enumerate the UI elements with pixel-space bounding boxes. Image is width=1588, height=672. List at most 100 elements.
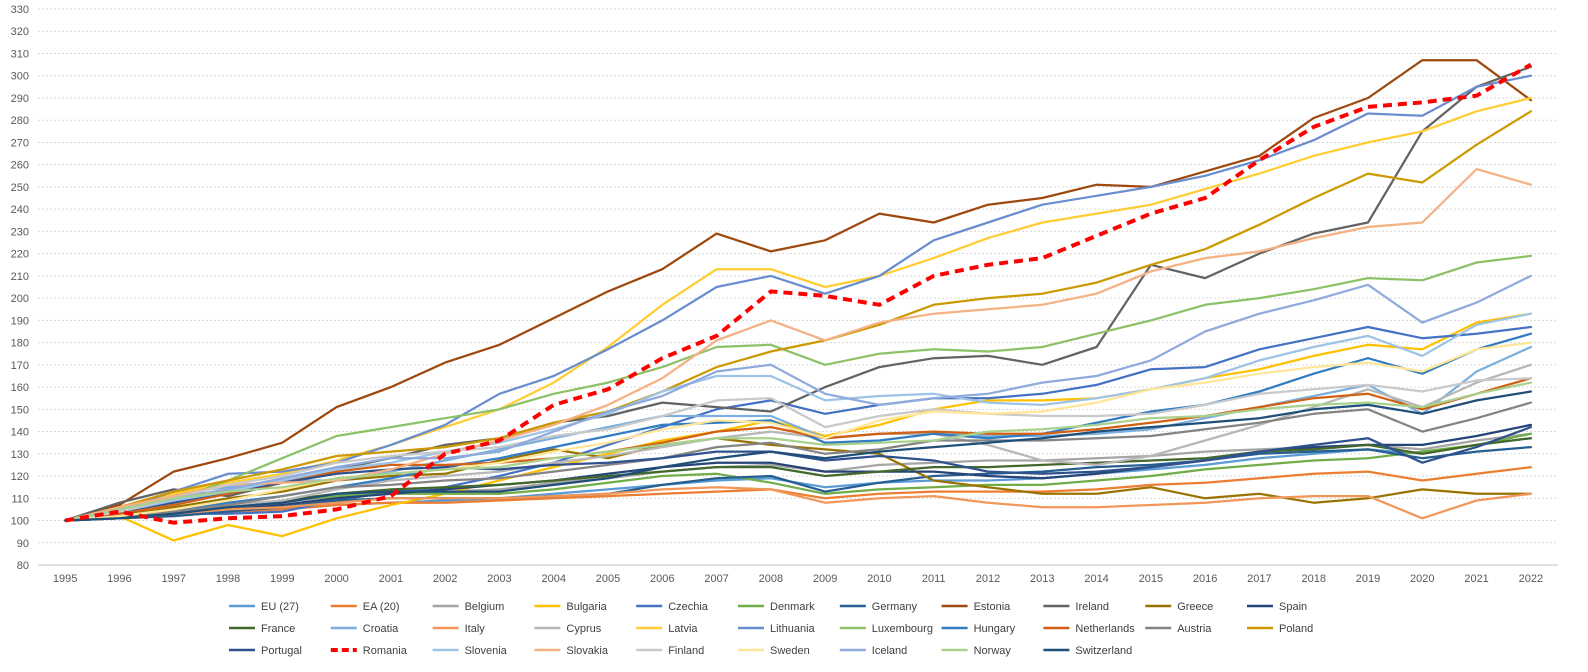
x-tick-label: 2020 <box>1410 573 1434 585</box>
legend-item-italy: Italy <box>432 623 486 635</box>
x-tick-label: 2004 <box>541 573 565 585</box>
x-tick-label: 2000 <box>324 573 348 585</box>
legend-item-ireland: Ireland <box>1043 601 1109 613</box>
x-tick-label: 2022 <box>1519 573 1543 585</box>
series-line-lithuania <box>63 74 1533 522</box>
legend-item-belgium: Belgium <box>432 601 505 613</box>
series-line-finland <box>63 377 1533 522</box>
legend-label: France <box>261 623 295 635</box>
legend-item-poland: Poland <box>1247 623 1313 635</box>
x-tick-label: 2012 <box>976 573 1000 585</box>
x-tick-label: 1999 <box>270 573 294 585</box>
x-tick-label: 2014 <box>1084 573 1108 585</box>
legend-label: EU (27) <box>261 601 299 613</box>
legend-label: Finland <box>668 645 704 657</box>
legend-item-ea-20: EA (20) <box>330 601 400 613</box>
legend-label: Iceland <box>872 645 907 657</box>
legend-label: Norway <box>974 645 1012 657</box>
legend-label: Portugal <box>261 645 302 657</box>
y-tick-label: 170 <box>11 360 29 372</box>
legend-label: Austria <box>1177 623 1212 635</box>
legend-item-czechia: Czechia <box>636 601 709 613</box>
y-tick-label: 270 <box>11 137 29 149</box>
y-tick-label: 90 <box>17 538 29 550</box>
legend-label: Hungary <box>974 623 1016 635</box>
legend-label: Romania <box>363 645 408 657</box>
x-tick-label: 2008 <box>759 573 783 585</box>
legend-label: Slovakia <box>566 645 608 657</box>
legend-item-slovakia: Slovakia <box>534 645 609 657</box>
legend-item-iceland: Iceland <box>839 645 907 657</box>
series-line-switzerland <box>63 390 1533 522</box>
series-line-ea-20 <box>63 465 1533 522</box>
series-line-norway <box>63 381 1533 522</box>
y-tick-label: 310 <box>11 48 29 60</box>
y-tick-label: 150 <box>11 404 29 416</box>
legend-label: Cyprus <box>566 623 601 635</box>
legend-label: Belgium <box>465 601 505 613</box>
x-tick-label: 1998 <box>216 573 240 585</box>
legend-item-bulgaria: Bulgaria <box>534 601 608 613</box>
y-axis-ticks: 80 90 100 110 120 130 140 150 160 170 180 190 200 210… <box>11 4 29 572</box>
legend-label: Italy <box>465 623 486 635</box>
x-tick-label: 2007 <box>704 573 728 585</box>
legend-item-slovenia: Slovenia <box>432 645 508 657</box>
x-tick-label: 1997 <box>161 573 185 585</box>
legend-label: Lithuania <box>770 623 816 635</box>
y-tick-label: 300 <box>11 71 29 83</box>
gridlines <box>38 8 1558 566</box>
series-line-slovenia <box>63 312 1533 522</box>
y-tick-label: 120 <box>11 471 29 483</box>
y-tick-label: 210 <box>11 271 29 283</box>
series-line-slovakia <box>63 167 1533 522</box>
y-tick-label: 180 <box>11 338 29 350</box>
legend-item-estonia: Estonia <box>941 601 1012 613</box>
x-tick-label: 2021 <box>1464 573 1488 585</box>
series-line-poland <box>63 110 1533 522</box>
y-tick-label: 220 <box>11 249 29 261</box>
legend-item-portugal: Portugal <box>229 645 302 657</box>
series-line-cyprus <box>63 363 1533 522</box>
legend-label: Poland <box>1279 623 1313 635</box>
legend-item-luxembourg: Luxembourg <box>839 623 933 635</box>
y-tick-label: 110 <box>11 493 29 505</box>
x-axis-ticks: 1995 1996 1997 1998 1999 2000 2001 2002 2003 2004… <box>53 573 1543 585</box>
y-tick-label: 100 <box>11 516 29 528</box>
x-tick-label: 1996 <box>107 573 131 585</box>
legend-label: Latvia <box>668 623 698 635</box>
legend-label: Sweden <box>770 645 810 657</box>
x-tick-label: 2013 <box>1030 573 1054 585</box>
series-line-luxembourg <box>63 254 1533 522</box>
legend-item-switzerland: Switzerland <box>1043 645 1132 657</box>
series-line-portugal <box>63 425 1533 522</box>
x-tick-label: 2010 <box>867 573 891 585</box>
y-tick-label: 190 <box>11 315 29 327</box>
series-line-iceland <box>63 274 1533 522</box>
y-tick-label: 240 <box>11 204 29 216</box>
legend-label: Germany <box>872 601 918 613</box>
legend-item-eu-27: EU (27) <box>229 601 299 613</box>
legend-item-romania: Romania <box>330 645 408 657</box>
y-tick-label: 290 <box>11 93 29 105</box>
legend-label: Netherlands <box>1075 623 1135 635</box>
legend-item-denmark: Denmark <box>738 601 815 613</box>
legend-item-croatia: Croatia <box>330 623 399 635</box>
legend-item-sweden: Sweden <box>738 645 810 657</box>
series-lines <box>63 59 1533 542</box>
legend-label: Switzerland <box>1075 645 1132 657</box>
x-tick-label: 2019 <box>1356 573 1380 585</box>
legend-item-greece: Greece <box>1145 601 1213 613</box>
x-tick-label: 2011 <box>922 573 946 585</box>
legend-item-finland: Finland <box>636 645 704 657</box>
x-tick-label: 2017 <box>1247 573 1271 585</box>
legend-label: Estonia <box>974 601 1012 613</box>
legend-item-cyprus: Cyprus <box>534 623 602 635</box>
legend-label: EA (20) <box>363 601 400 613</box>
y-tick-label: 330 <box>11 4 29 16</box>
x-tick-label: 2002 <box>433 573 457 585</box>
legend-item-latvia: Latvia <box>636 623 698 635</box>
y-tick-label: 320 <box>11 26 29 38</box>
legend-label: Slovenia <box>465 645 508 657</box>
x-tick-label: 2009 <box>813 573 837 585</box>
